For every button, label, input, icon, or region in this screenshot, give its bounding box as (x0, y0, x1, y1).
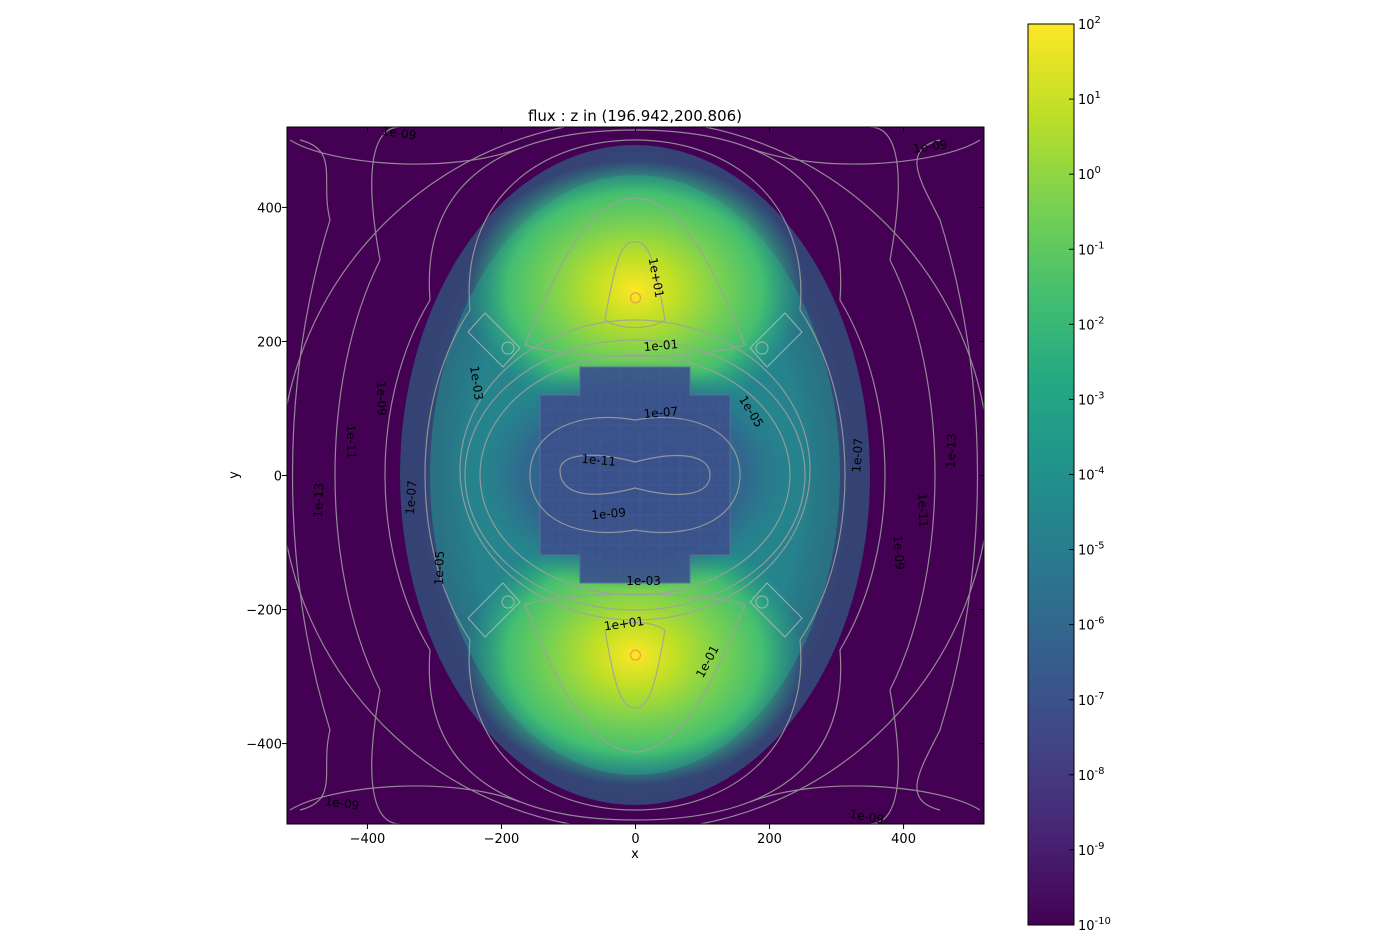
colorbar: 102 101 100 10-1 10-2 10-3 10-4 10-5 10-6 10-7 10-… (1027, 15, 1111, 934)
contour-label: 1e-09 (849, 807, 886, 827)
contour-label: 1e-11 (915, 493, 930, 528)
y-axis: 400 200 0 −200 −400 (246, 201, 984, 753)
contour-label: 1e+01 (646, 257, 667, 299)
contour-label: 1e-07 (403, 480, 419, 516)
y-tick-label: −400 (246, 738, 282, 753)
colorbar-tick-label: 100 (1078, 165, 1101, 183)
core-grid (539, 366, 731, 584)
colorbar-tick-label: 10-9 (1078, 841, 1105, 859)
contour-label: 1e-09 (891, 535, 907, 571)
y-axis-label: y (227, 471, 242, 479)
colorbar-tick-label: 10-3 (1078, 390, 1105, 408)
contour-label: 1e-07 (643, 404, 679, 421)
y-tick-label: 200 (257, 335, 282, 350)
colorbar-tick-label: 10-10 (1078, 916, 1111, 934)
contour-label-layer: 1e+01 1e-01 1e-03 1e-07 1e-05 1e-09 1e-11 1e-13… (311, 124, 959, 827)
colorbar-tick-label: 10-4 (1078, 466, 1105, 484)
contour-label: 1e-09 (324, 794, 360, 813)
x-axis-label: x (631, 847, 639, 862)
contour-label: 1e-09 (591, 505, 627, 522)
contour-lines (287, 127, 984, 824)
hot-spot-bottom (465, 525, 805, 785)
colorbar-tick-label: 10-1 (1078, 240, 1105, 258)
colorbar-tick-label: 10-7 (1078, 691, 1105, 709)
x-tick-label: 0 (631, 832, 639, 847)
source-marker (629, 649, 642, 661)
x-tick-label: 400 (891, 832, 916, 847)
colorbar-tick-label: 102 (1078, 15, 1101, 33)
colorbar-ticks: 102 101 100 10-1 10-2 10-3 10-4 10-5 10-6 10-7 10-… (1069, 15, 1111, 934)
colorbar-tick-label: 10-5 (1078, 541, 1105, 559)
colorbar-tick-label: 10-8 (1078, 766, 1105, 784)
contour-label: 1e-09 (374, 381, 389, 416)
contour-label: 1e-09 (381, 124, 417, 143)
contour-label: 1e-03 (467, 365, 486, 401)
contour-label: 1e-01 (643, 337, 679, 354)
support-arms (467, 312, 803, 638)
contour-label: 1e-09 (912, 137, 948, 156)
contour-label: 1e-13 (944, 433, 959, 468)
heatmap-area (287, 127, 984, 824)
colorbar-tick-label: 101 (1078, 90, 1101, 108)
contour-label: 1e-11 (581, 452, 617, 469)
source-marker (629, 292, 642, 304)
contour-label: 1e+01 (603, 614, 645, 633)
contour-label: 1e-11 (344, 424, 359, 459)
x-axis: −400 −200 0 200 400 (350, 127, 916, 847)
contour-label: 1e-13 (311, 483, 326, 518)
hot-spot-top (465, 160, 805, 420)
contour-label: 1e-05 (432, 550, 447, 585)
colorbar-gradient (1027, 23, 1075, 926)
x-tick-label: 200 (757, 832, 782, 847)
y-tick-label: −200 (246, 604, 282, 619)
colorbar-tick-label: 10-6 (1078, 616, 1105, 634)
x-tick-label: −400 (350, 832, 386, 847)
y-tick-label: 400 (257, 201, 282, 216)
source-markers (629, 292, 642, 661)
chart-title: flux : z in (196.942,200.806) (528, 107, 742, 125)
x-tick-label: −200 (484, 832, 520, 847)
colorbar-tick-label: 10-2 (1078, 315, 1105, 333)
y-tick-label: 0 (274, 470, 282, 485)
contour-label: 1e-03 (626, 574, 661, 588)
contour-label: 1e-07 (849, 438, 865, 474)
